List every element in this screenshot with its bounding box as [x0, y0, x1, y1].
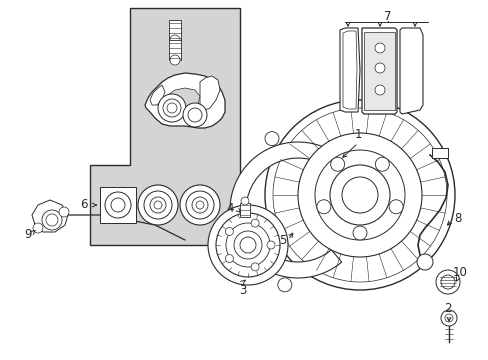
Circle shape — [111, 198, 125, 212]
Circle shape — [167, 103, 177, 113]
Polygon shape — [32, 200, 68, 232]
Circle shape — [416, 254, 432, 270]
Circle shape — [374, 85, 384, 95]
Circle shape — [329, 165, 389, 225]
Circle shape — [187, 108, 202, 122]
Text: 9: 9 — [24, 229, 32, 242]
Text: 5: 5 — [279, 234, 286, 247]
Polygon shape — [399, 28, 422, 114]
Circle shape — [272, 108, 446, 282]
Circle shape — [225, 223, 269, 267]
Circle shape — [352, 226, 366, 240]
Text: 1: 1 — [353, 129, 361, 141]
Circle shape — [183, 103, 206, 127]
Bar — [240, 203, 249, 217]
Circle shape — [314, 150, 404, 240]
Polygon shape — [150, 85, 164, 105]
Circle shape — [440, 275, 454, 289]
Circle shape — [225, 255, 233, 262]
Circle shape — [143, 191, 172, 219]
Circle shape — [163, 99, 181, 117]
Circle shape — [297, 133, 421, 257]
Circle shape — [33, 223, 43, 233]
Bar — [363, 32, 394, 110]
Circle shape — [46, 214, 58, 226]
Circle shape — [170, 55, 180, 65]
Circle shape — [330, 157, 344, 171]
Circle shape — [277, 278, 291, 292]
Circle shape — [207, 205, 287, 285]
Circle shape — [264, 132, 279, 145]
Polygon shape — [342, 31, 356, 109]
Text: 3: 3 — [239, 284, 246, 297]
Circle shape — [444, 314, 452, 322]
Circle shape — [150, 197, 165, 213]
Circle shape — [374, 63, 384, 73]
Polygon shape — [200, 76, 220, 110]
Polygon shape — [145, 73, 224, 128]
Circle shape — [158, 94, 185, 122]
Circle shape — [440, 310, 456, 326]
Circle shape — [240, 237, 256, 253]
Circle shape — [154, 201, 162, 209]
Polygon shape — [163, 88, 200, 112]
Circle shape — [241, 197, 248, 205]
Circle shape — [435, 270, 459, 294]
Circle shape — [42, 210, 62, 230]
Circle shape — [316, 200, 330, 214]
Circle shape — [264, 100, 454, 290]
Circle shape — [216, 213, 280, 277]
Polygon shape — [90, 8, 240, 245]
Circle shape — [375, 157, 388, 171]
Circle shape — [192, 197, 207, 213]
Circle shape — [105, 192, 131, 218]
Circle shape — [59, 207, 69, 217]
Circle shape — [196, 201, 203, 209]
Text: 4: 4 — [226, 202, 233, 215]
Polygon shape — [339, 28, 359, 112]
Bar — [100, 187, 136, 223]
Text: 7: 7 — [384, 9, 391, 22]
Circle shape — [180, 185, 220, 225]
Text: 2: 2 — [443, 302, 451, 315]
Text: 8: 8 — [453, 211, 461, 225]
Bar — [169, 40, 181, 60]
Circle shape — [341, 177, 377, 213]
Circle shape — [251, 263, 259, 271]
Circle shape — [234, 231, 262, 259]
Text: 6: 6 — [80, 198, 87, 211]
Polygon shape — [361, 28, 396, 114]
Bar — [169, 20, 181, 40]
Circle shape — [374, 43, 384, 53]
Circle shape — [185, 191, 214, 219]
Circle shape — [138, 185, 178, 225]
Circle shape — [388, 200, 402, 214]
Bar — [431, 148, 447, 158]
Circle shape — [251, 219, 259, 227]
Circle shape — [225, 228, 233, 235]
Circle shape — [170, 35, 180, 45]
Polygon shape — [229, 142, 349, 278]
Text: 10: 10 — [451, 266, 467, 279]
Circle shape — [266, 241, 274, 249]
